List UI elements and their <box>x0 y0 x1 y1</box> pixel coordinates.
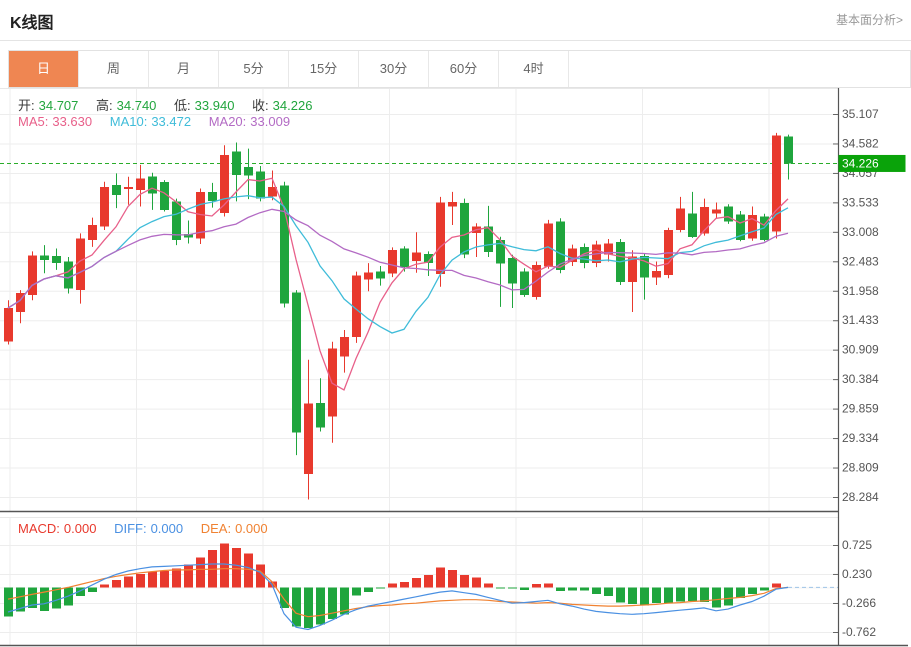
diff-line <box>7 563 789 631</box>
page-title: K线图 <box>10 15 54 32</box>
macd-axis-label: -0.762 <box>842 625 876 639</box>
timeframe-tabs: 日周月 5分 15分 30分 60分 4时 <box>8 50 911 88</box>
price-axis-label: 31.958 <box>842 284 879 298</box>
price-axis-label: 28.809 <box>842 461 879 475</box>
price-axis-label: 32.483 <box>842 254 879 268</box>
header-divider <box>0 40 911 41</box>
macd-axis-label: 0.230 <box>842 567 872 581</box>
tab-30min[interactable]: 30分 <box>359 51 429 87</box>
price-axis-label: 29.859 <box>842 402 879 416</box>
macd-axis-label: -0.266 <box>842 596 876 610</box>
price-axis-label: 34.582 <box>842 136 879 150</box>
tab-month[interactable]: 月 <box>149 51 219 87</box>
grid-layer <box>0 88 838 645</box>
tab-5min[interactable]: 5分 <box>219 51 289 87</box>
tab-day[interactable]: 日 <box>9 51 79 87</box>
price-axis-label: 33.008 <box>842 225 879 239</box>
ma10-line <box>7 195 789 334</box>
last-price-badge-value: 34.226 <box>842 156 879 170</box>
price-axis-label: 28.284 <box>842 490 879 504</box>
tab-15min[interactable]: 15分 <box>289 51 359 87</box>
dea-line <box>7 568 789 618</box>
tab-4hour[interactable]: 4时 <box>499 51 569 87</box>
ma5-line <box>7 177 789 391</box>
candles-layer <box>4 132 793 500</box>
macd-axis-label: 0.725 <box>842 538 872 552</box>
ma20-line <box>7 208 789 309</box>
macd-layer <box>4 543 838 631</box>
tab-week[interactable]: 周 <box>79 51 149 87</box>
price-axis-label: 30.909 <box>842 343 879 357</box>
kline-chart-canvas[interactable]: 35.10734.58234.05733.53333.00832.48331.9… <box>0 88 911 647</box>
price-axis-label: 31.433 <box>842 313 879 327</box>
price-axis-label: 33.533 <box>842 195 879 209</box>
axis-layer: 35.10734.58234.05733.53333.00832.48331.9… <box>0 88 908 647</box>
price-axis-label: 29.334 <box>842 431 879 445</box>
tab-60min[interactable]: 60分 <box>429 51 499 87</box>
price-axis-label: 35.107 <box>842 107 879 121</box>
price-axis-label: 30.384 <box>842 372 879 386</box>
last-price-badge <box>838 154 906 172</box>
fundamental-analysis-link[interactable]: 基本面分析> <box>835 13 903 27</box>
ma-lines-layer <box>7 177 789 391</box>
